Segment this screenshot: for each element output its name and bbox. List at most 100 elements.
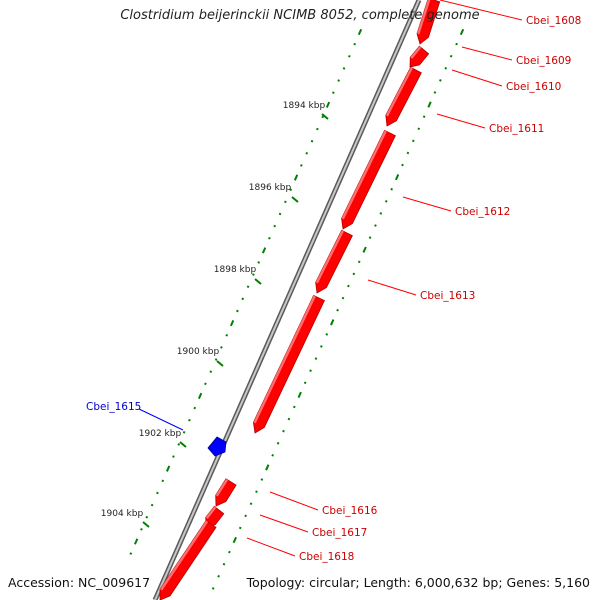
left-minor-tick: [150, 503, 154, 507]
right-minor-tick: [357, 260, 361, 264]
left-major-tick: [293, 174, 299, 181]
left-major-tick: [134, 538, 139, 545]
right-minor-tick: [341, 296, 345, 300]
right-minor-tick: [255, 490, 258, 493]
right-minor-tick: [374, 224, 377, 227]
right-minor-tick: [287, 417, 291, 421]
label-leader-line: [402, 196, 452, 212]
gene-cbei-1612: [315, 229, 353, 294]
gene-body: [253, 294, 325, 434]
left-minor-tick: [278, 212, 282, 216]
genome-summary-text: Topology: circular; Length: 6,000,632 bp…: [246, 575, 590, 590]
left-minor-tick: [204, 382, 207, 386]
kbp-major-tick: [216, 360, 224, 367]
gene-cbei-1613: [253, 294, 325, 434]
gene-body: [341, 129, 396, 230]
gene-body: [385, 66, 422, 127]
left-minor-tick: [353, 42, 356, 46]
left-minor-tick: [348, 54, 351, 58]
right-major-tick: [297, 391, 302, 399]
left-major-tick: [165, 465, 171, 472]
gene-label: Cbei_1615: [86, 401, 141, 413]
right-minor-tick: [390, 187, 394, 191]
right-minor-tick: [406, 151, 410, 155]
right-minor-tick: [417, 127, 421, 131]
gene-highlight: [253, 295, 316, 424]
gene-highlight: [160, 520, 209, 591]
gene-label: Cbei_1608: [526, 15, 581, 27]
label-leader-line: [138, 408, 184, 431]
right-minor-tick: [455, 42, 458, 46]
gene-label: Cbei_1611: [489, 123, 544, 135]
right-minor-tick: [401, 163, 404, 167]
left-minor-tick: [214, 358, 218, 361]
right-minor-tick: [384, 200, 388, 203]
gene-body: [159, 520, 217, 600]
kbp-major-tick: [291, 196, 299, 203]
right-major-tick: [427, 101, 432, 108]
gene-label: Cbei_1617: [312, 527, 367, 539]
gene-cbei-1608: [416, 0, 441, 45]
gene-features: [159, 0, 441, 600]
label-leader-line: [367, 279, 417, 296]
right-minor-tick: [352, 272, 356, 276]
gene-label: Cbei_1612: [455, 206, 510, 218]
map-title: Clostridium beijerinckii NCIMB 8052, com…: [120, 8, 480, 23]
left-major-tick: [325, 101, 331, 108]
kbp-major-tick: [254, 278, 262, 285]
right-minor-tick: [368, 236, 372, 239]
left-major-tick: [197, 392, 203, 400]
right-minor-tick: [347, 284, 350, 288]
left-minor-tick: [310, 139, 314, 143]
left-major-tick: [261, 247, 267, 254]
gene-highlight: [410, 46, 422, 59]
right-major-tick: [394, 174, 400, 181]
right-minor-tick: [379, 212, 383, 215]
label-leader-line: [436, 113, 486, 129]
gene-cbei-1610: [385, 66, 422, 127]
left-minor-tick: [257, 261, 261, 264]
label-leader-line: [439, 0, 523, 21]
gene-cbei-1609: [409, 45, 430, 68]
gene-label: Cbei_1613: [420, 290, 475, 302]
kbp-label: 1894 kbp: [283, 101, 326, 111]
right-minor-tick: [244, 514, 247, 518]
gene-highlight: [385, 67, 413, 117]
gene-cbei-1618: [159, 520, 217, 600]
gene-highlight: [315, 230, 344, 284]
right-major-tick: [459, 28, 465, 36]
kbp-major-tick: [321, 113, 329, 120]
left-minor-tick: [129, 552, 133, 555]
right-major-tick: [330, 319, 335, 326]
tick-marks: 1894 kbp 1896 kbp 1898 kbp 1900 kbp 1902 kbp…: [101, 28, 465, 590]
left-minor-tick: [140, 528, 143, 531]
right-minor-tick: [444, 66, 448, 70]
gene-label: Cbei_1618: [299, 551, 354, 563]
left-minor-tick: [252, 273, 255, 276]
right-minor-tick: [217, 574, 220, 578]
left-minor-tick: [172, 455, 175, 458]
genome-backbone: [152, 0, 422, 600]
left-minor-tick: [289, 188, 293, 192]
right-major-tick: [362, 246, 367, 253]
gene-cbei-1616: [215, 478, 237, 507]
kbp-label: 1896 kbp: [249, 183, 292, 193]
left-major-tick: [229, 319, 235, 327]
right-minor-tick: [228, 550, 231, 554]
right-minor-tick: [238, 526, 242, 530]
left-minor-tick: [321, 115, 325, 119]
gene-highlight: [205, 506, 217, 519]
left-minor-tick: [156, 491, 159, 495]
left-minor-tick: [177, 443, 181, 446]
gene-highlight: [417, 0, 431, 35]
left-minor-tick: [246, 285, 250, 289]
gene-label: Cbei_1616: [322, 505, 378, 517]
left-minor-tick: [241, 297, 245, 301]
right-minor-tick: [309, 369, 312, 373]
left-minor-tick: [182, 430, 186, 434]
label-leader-line: [246, 537, 296, 557]
left-major-tick: [357, 28, 363, 36]
feature-labels: Cbei_1608 Cbei_1609 Cbei_1610 Cbei_1611 Cbei…: [86, 0, 581, 563]
gene-body: [315, 229, 353, 294]
left-minor-tick: [225, 333, 229, 337]
